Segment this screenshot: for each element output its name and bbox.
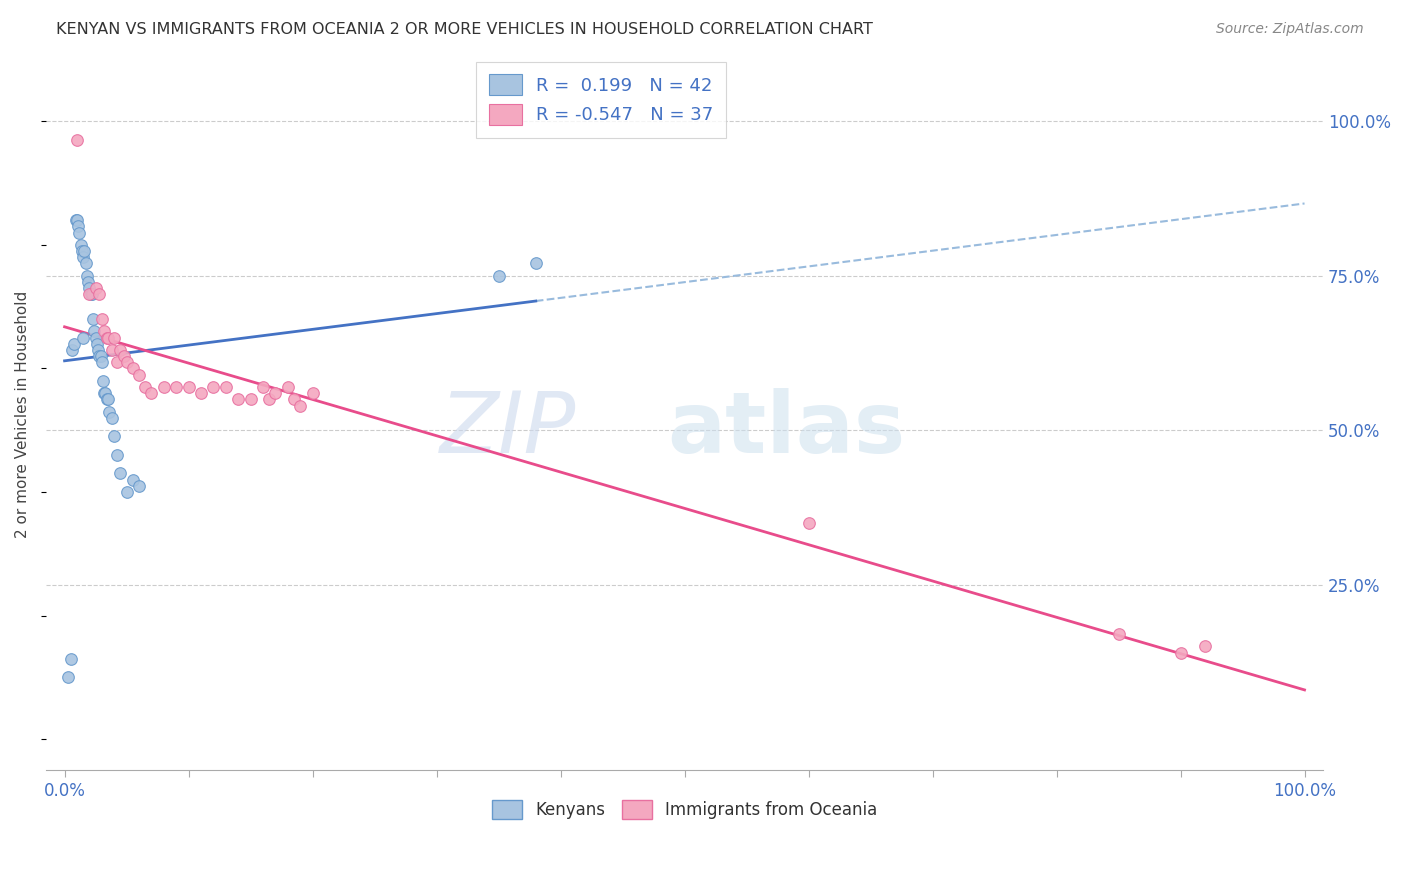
Point bbox=[165, 380, 187, 394]
Point bbox=[115, 355, 138, 369]
Point bbox=[79, 281, 101, 295]
Point bbox=[66, 133, 89, 147]
Point bbox=[134, 380, 156, 394]
Point bbox=[97, 392, 120, 407]
Point bbox=[215, 380, 238, 394]
Point bbox=[103, 330, 125, 344]
Point bbox=[58, 670, 80, 684]
Point bbox=[121, 361, 143, 376]
Point bbox=[105, 355, 128, 369]
Point bbox=[70, 244, 93, 259]
Point bbox=[73, 244, 96, 259]
Point bbox=[60, 343, 83, 357]
Point bbox=[67, 219, 90, 234]
Point bbox=[84, 330, 107, 344]
Point bbox=[87, 343, 110, 357]
Point bbox=[524, 256, 547, 270]
Point bbox=[110, 467, 132, 481]
Point bbox=[86, 336, 108, 351]
Point bbox=[69, 238, 91, 252]
Point bbox=[202, 380, 225, 394]
Point bbox=[226, 392, 249, 407]
Point bbox=[288, 399, 311, 413]
Point bbox=[1194, 640, 1216, 654]
Point bbox=[115, 485, 138, 500]
Point bbox=[152, 380, 174, 394]
Point bbox=[283, 392, 305, 407]
Point bbox=[264, 386, 287, 401]
Point bbox=[488, 268, 510, 283]
Point bbox=[72, 250, 94, 264]
Point bbox=[80, 287, 103, 301]
Point bbox=[177, 380, 200, 394]
Point bbox=[252, 380, 274, 394]
Point bbox=[90, 349, 112, 363]
Point bbox=[128, 479, 150, 493]
Point bbox=[65, 213, 87, 227]
Point bbox=[1108, 627, 1130, 641]
Point bbox=[100, 410, 122, 425]
Point bbox=[128, 368, 150, 382]
Text: Source: ZipAtlas.com: Source: ZipAtlas.com bbox=[1216, 22, 1364, 37]
Point bbox=[84, 281, 107, 295]
Point bbox=[90, 355, 112, 369]
Point bbox=[97, 330, 120, 344]
Point bbox=[89, 287, 111, 301]
Point bbox=[77, 275, 100, 289]
Point bbox=[69, 226, 91, 240]
Point bbox=[72, 330, 94, 344]
Point bbox=[257, 392, 280, 407]
Point bbox=[110, 343, 132, 357]
Point bbox=[277, 380, 299, 394]
Text: KENYAN VS IMMIGRANTS FROM OCEANIA 2 OR MORE VEHICLES IN HOUSEHOLD CORRELATION CH: KENYAN VS IMMIGRANTS FROM OCEANIA 2 OR M… bbox=[56, 22, 873, 37]
Point bbox=[89, 349, 111, 363]
Point bbox=[797, 516, 820, 530]
Point bbox=[79, 287, 101, 301]
Point bbox=[93, 386, 115, 401]
Point bbox=[112, 349, 135, 363]
Y-axis label: 2 or more Vehicles in Household: 2 or more Vehicles in Household bbox=[15, 291, 30, 539]
Point bbox=[93, 325, 115, 339]
Point bbox=[91, 374, 114, 388]
Point bbox=[100, 343, 122, 357]
Point bbox=[96, 330, 118, 344]
Point bbox=[239, 392, 262, 407]
Point bbox=[59, 652, 82, 666]
Point bbox=[82, 312, 104, 326]
Point bbox=[98, 405, 121, 419]
Point bbox=[1170, 646, 1192, 660]
Point bbox=[75, 256, 97, 270]
Point bbox=[63, 336, 86, 351]
Point bbox=[94, 386, 117, 401]
Point bbox=[103, 429, 125, 443]
Point bbox=[76, 268, 98, 283]
Point bbox=[121, 473, 143, 487]
Point bbox=[105, 448, 128, 462]
Point bbox=[190, 386, 212, 401]
Point bbox=[79, 287, 101, 301]
Point bbox=[66, 213, 89, 227]
Point bbox=[83, 325, 105, 339]
Point bbox=[301, 386, 323, 401]
Text: atlas: atlas bbox=[668, 387, 905, 470]
Text: ZIP: ZIP bbox=[440, 387, 576, 470]
Point bbox=[141, 386, 163, 401]
Legend: Kenyans, Immigrants from Oceania: Kenyans, Immigrants from Oceania bbox=[485, 793, 884, 826]
Point bbox=[96, 392, 118, 407]
Point bbox=[90, 312, 112, 326]
